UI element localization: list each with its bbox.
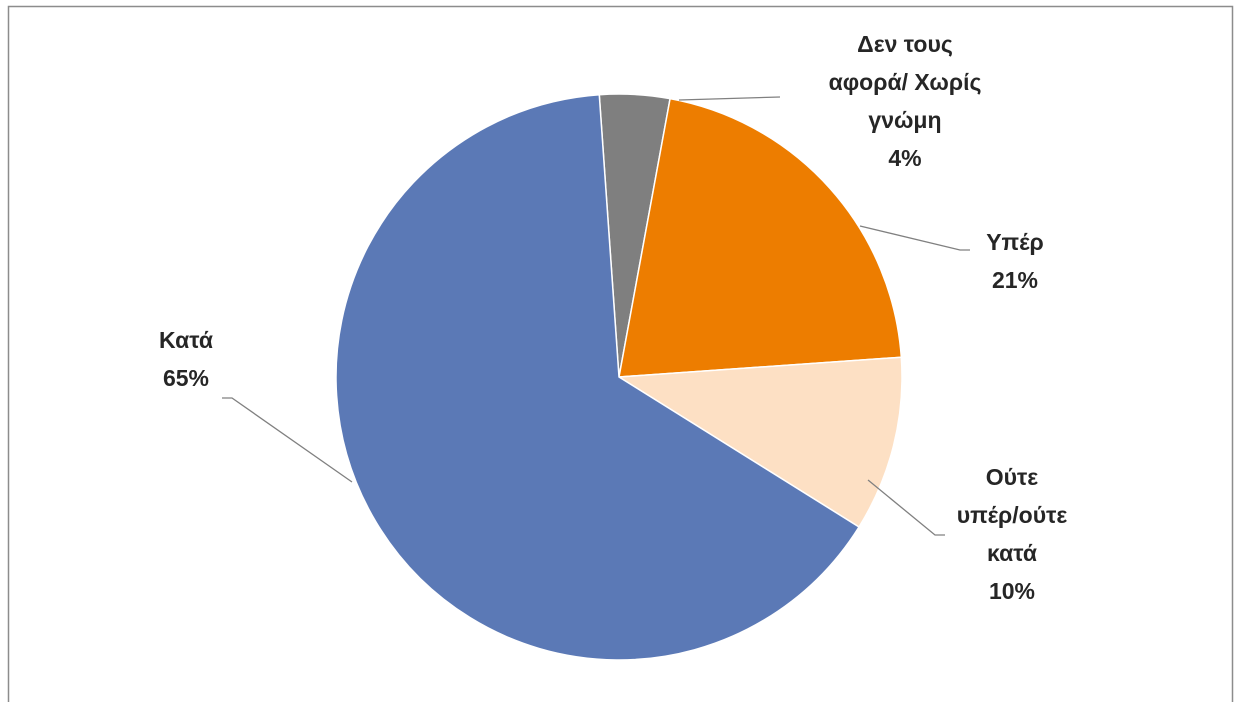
data-label-line: υπέρ/ούτε (957, 502, 1068, 528)
data-label-3: Ούτε υπέρ/ούτε κατά 10% (957, 464, 1068, 604)
data-label-line: 21% (992, 267, 1038, 293)
data-label-2: Υπέρ 21% (986, 229, 1044, 293)
leader-line-4 (222, 397, 353, 483)
data-label-line: Κατά (159, 327, 213, 353)
pie-slice-2 (618, 97, 903, 378)
pie-slices (335, 93, 903, 661)
data-label-line: γνώμη (868, 107, 941, 133)
leader-line-1 (678, 96, 781, 101)
data-label-line: αφορά/ Χωρίς (829, 69, 982, 95)
leader-line-3 (867, 479, 945, 536)
pie-slice-4 (335, 93, 861, 661)
data-label-1: Δεν τους αφορά/ Χωρίς γνώμη 4% (829, 31, 982, 171)
pie-slice-3 (616, 356, 903, 529)
data-label-4: Κατά 65% (159, 327, 213, 391)
data-label-line: 65% (163, 365, 209, 391)
data-label-line: Δεν τους (857, 31, 953, 57)
data-label-line: κατά (987, 540, 1037, 566)
data-label-line: Ούτε (986, 464, 1039, 490)
data-label-line: 4% (888, 145, 921, 171)
leader-line-2 (859, 225, 970, 251)
leader-lines (222, 96, 970, 536)
data-label-line: Υπέρ (986, 229, 1044, 255)
data-labels: Δεν τους αφορά/ Χωρίς γνώμη 4% Υπέρ 21% Ούτε υπ… (159, 31, 1067, 604)
data-label-line: 10% (989, 578, 1035, 604)
chart-border (7, 5, 1234, 702)
